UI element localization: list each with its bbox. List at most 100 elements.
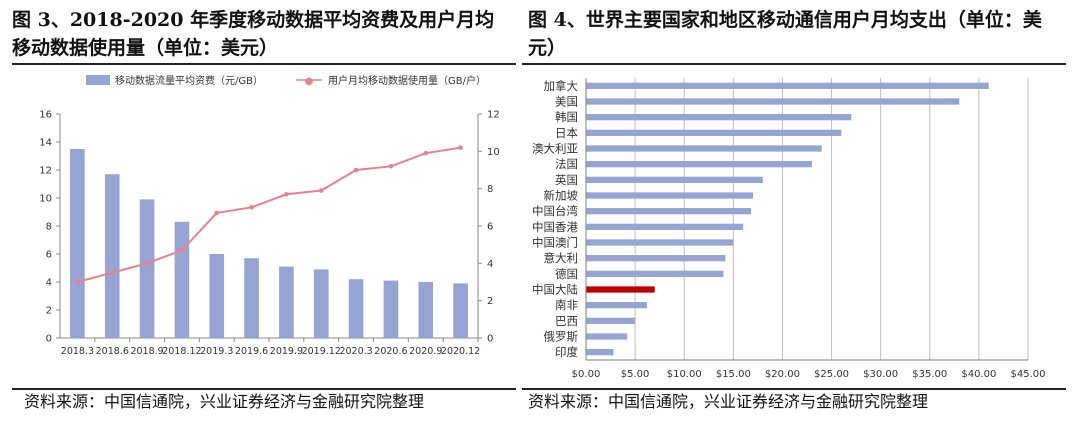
x-tick-label: $25.00 (814, 369, 849, 380)
y-tick-label: 中国香港 (532, 220, 578, 234)
left-y-tick-label: 14 (39, 138, 52, 149)
bar-2019.6 (244, 258, 259, 338)
right-bottom-rule (522, 388, 1066, 390)
line-point-2019.3 (214, 210, 220, 216)
hbar-韩国 (586, 114, 852, 121)
legend-line-marker: ● (305, 76, 314, 87)
bar-2020.3 (348, 279, 364, 338)
y-tick-label: 意大利 (544, 251, 579, 265)
y-tick-label: 俄罗斯 (544, 330, 579, 344)
y-tick-label: 南非 (555, 298, 578, 312)
bar-2019.3 (209, 254, 225, 338)
bar-2018.6 (104, 174, 120, 338)
left-top-rule (12, 63, 516, 65)
left-chart-title: 图 3、2018-2020 年季度移动数据平均资费及用户月均移动数据使用量（单位… (12, 9, 495, 59)
line-point-2018.9 (144, 261, 150, 266)
x-tick-label: 2020.3 (339, 346, 372, 357)
line-point-2018.6 (109, 270, 115, 275)
hbar-英国 (586, 176, 763, 183)
hbar-巴西 (586, 317, 636, 324)
hbar-澳大利亚 (586, 145, 822, 152)
left-combo-chart: 移动数据流量平均资费（元/GB） ● 用户月均移动数据使用量（GB/户） 0 2 4… (39, 74, 499, 358)
left-axes: 0 2 4 6 8 10 12 14 16 0 2 4 6 8 10 12 2018.3 2018.6 2018.9… (39, 110, 499, 358)
y-tick-label: 中国澳门 (532, 236, 578, 250)
bar-2019.9 (279, 266, 294, 338)
left-y-tick-label: 6 (46, 250, 52, 261)
x-tick-label: 2020.9 (409, 346, 442, 357)
right-y-tick-label: 4 (487, 259, 493, 270)
line-point-2020.12 (458, 145, 463, 150)
right-y-tick-label: 10 (487, 147, 500, 158)
x-tick-label: $15.00 (716, 369, 751, 380)
y-tick-label: 英国 (555, 173, 578, 187)
line-point-2019.12 (318, 188, 324, 193)
y-tick-label: 巴西 (555, 314, 578, 328)
y-tick-label: 中国台湾 (532, 204, 578, 218)
right-hbar-chart: $0.00 $5.00 $10.00 $15.00 $20.00 $25.00 $30.00… (532, 78, 1046, 380)
left-legend: 移动数据流量平均资费（元/GB） ● 用户月均移动数据使用量（GB/户） (86, 74, 486, 87)
hbar-美国 (586, 98, 960, 105)
hbar-德国 (586, 270, 724, 277)
right-y-tick-label: 12 (487, 110, 500, 121)
bar-2019.12 (313, 269, 329, 338)
y-tick-label: 德国 (555, 267, 578, 281)
y-tick-label: 美国 (555, 95, 578, 109)
right-top-rule (522, 63, 1066, 65)
right-bars (586, 82, 989, 356)
bar-2020.9 (418, 282, 434, 338)
line-point-2019.9 (284, 191, 289, 197)
left-line-series (75, 145, 463, 285)
left-y-tick-label: 4 (46, 278, 52, 289)
left-y-tick-label: 12 (39, 166, 52, 177)
legend-bar-swatch (86, 75, 110, 85)
right-y-tick-label: 6 (487, 222, 493, 233)
bar-2018.12 (174, 221, 190, 338)
legend-bar-label: 移动数据流量平均资费（元/GB） (115, 74, 263, 87)
left-y-tick-label: 16 (39, 110, 52, 121)
x-tick-label: $30.00 (863, 369, 898, 380)
y-tick-label: 澳大利亚 (532, 142, 578, 156)
hbar-中国澳门 (586, 239, 734, 246)
bar-2020.12 (453, 283, 468, 338)
x-tick-label: $45.00 (1011, 369, 1046, 380)
right-y-tick-label: 2 (487, 296, 493, 307)
x-tick-label: 2018.12 (162, 346, 201, 357)
line-point-2018.3 (75, 279, 80, 285)
right-y-tick-label: 8 (487, 184, 493, 195)
usage-line (77, 146, 461, 283)
hbar-中国台湾 (586, 208, 752, 215)
bar-2018.3 (70, 149, 85, 338)
left-bars (70, 149, 468, 338)
bar-2018.9 (139, 199, 155, 338)
x-tick-label: $0.00 (572, 369, 601, 380)
x-tick-label: $20.00 (765, 369, 800, 380)
y-tick-label: 中国大陆 (532, 283, 578, 297)
legend-line-label: 用户月均移动数据使用量（GB/户） (328, 74, 486, 87)
y-tick-label: 韩国 (555, 110, 578, 124)
hbar-法国 (586, 161, 812, 168)
left-y-tick-label: 2 (46, 306, 52, 317)
hbar-中国香港 (586, 223, 744, 230)
y-tick-label: 加拿大 (544, 79, 579, 93)
right-y-tick-label: 0 (487, 334, 493, 345)
right-axes: $0.00 $5.00 $10.00 $15.00 $20.00 $25.00 $30.00… (532, 78, 1046, 380)
line-point-2020.6 (388, 163, 394, 169)
x-tick-label: $5.00 (621, 369, 650, 380)
x-tick-label: $10.00 (667, 369, 702, 380)
y-tick-label: 日本 (555, 126, 578, 140)
x-tick-label: 2018.9 (130, 346, 163, 357)
x-tick-label: 2019.3 (200, 346, 233, 357)
x-tick-label: 2019.6 (235, 346, 268, 357)
x-tick-label: 2020.6 (374, 346, 407, 357)
x-tick-label: 2019.9 (270, 346, 303, 357)
hbar-印度 (586, 349, 614, 356)
x-tick-label: 2019.12 (302, 346, 341, 357)
left-y-tick-label: 10 (39, 194, 52, 205)
hbar-新加坡 (586, 192, 753, 199)
line-point-2020.3 (353, 167, 359, 173)
hbar-俄罗斯 (586, 333, 628, 340)
x-tick-label: 2018.3 (61, 346, 94, 357)
x-tick-label: 2020.12 (441, 346, 480, 357)
y-tick-label: 印度 (555, 345, 578, 359)
bar-2020.6 (383, 280, 399, 338)
